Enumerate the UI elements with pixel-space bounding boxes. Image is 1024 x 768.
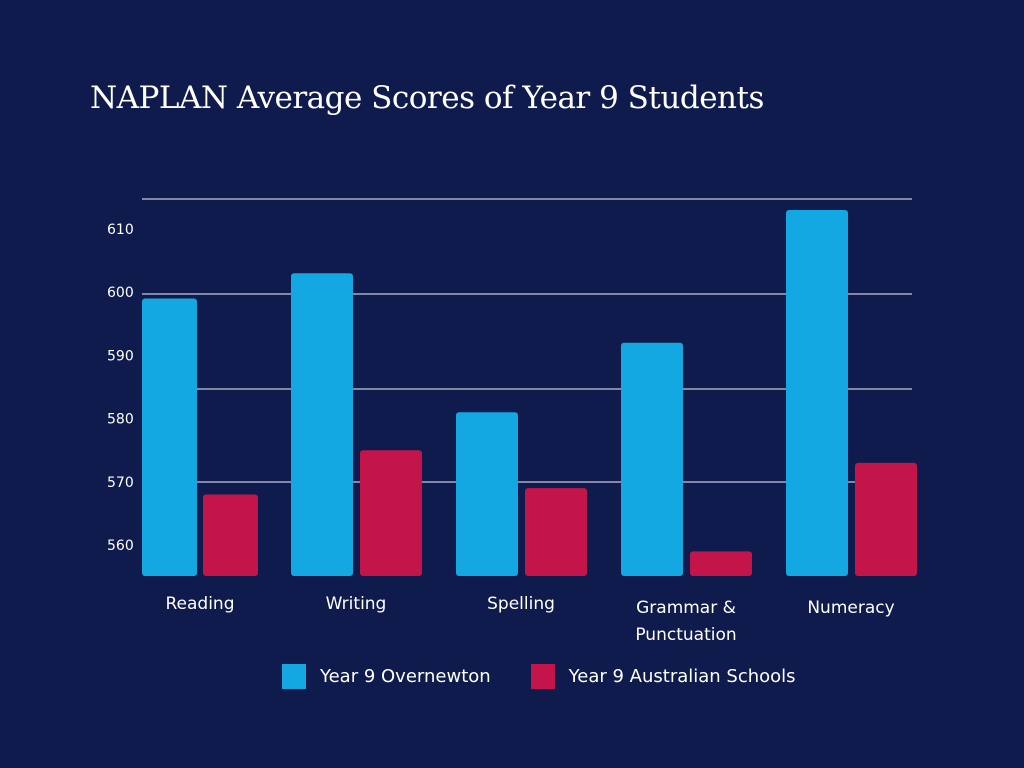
bar-overnewton-reading xyxy=(142,298,197,576)
legend-item-australian-schools: Year 9 Australian Schools xyxy=(530,664,796,689)
chart-title: NAPLAN Average Scores of Year 9 Students xyxy=(90,80,764,116)
y-tick-label: 560 xyxy=(107,538,134,554)
x-tick-label: Numeracy xyxy=(781,595,921,622)
bars xyxy=(142,210,917,577)
bar-australian-schools-reading xyxy=(203,494,258,576)
legend: Year 9 Overnewton Year 9 Australian Scho… xyxy=(282,664,836,689)
legend-label-australian-schools: Year 9 Australian Schools xyxy=(568,666,796,687)
bar-overnewton-writing xyxy=(291,273,353,576)
legend-item-overnewton: Year 9 Overnewton xyxy=(282,664,491,689)
bar-australian-schools-numeracy xyxy=(855,462,917,576)
bar-australian-schools-spelling xyxy=(525,488,587,576)
x-tick-label-line: Spelling xyxy=(487,594,555,614)
legend-swatch-overnewton xyxy=(282,664,306,689)
x-tick-label-line: Punctuation xyxy=(635,625,737,645)
bar-australian-schools-writing xyxy=(360,450,422,576)
x-tick-label-line: Writing xyxy=(325,594,387,614)
bar-overnewton-numeracy xyxy=(786,210,848,577)
y-tick-label: 580 xyxy=(107,412,134,428)
x-tick-label: Reading xyxy=(130,591,270,618)
y-tick-label: 570 xyxy=(107,475,134,491)
y-axis-ticks: 610 600 590 580 570 560 xyxy=(107,222,134,554)
legend-label-overnewton: Year 9 Overnewton xyxy=(320,666,491,687)
y-tick-label: 600 xyxy=(107,285,134,301)
x-tick-label: Grammar & Punctuation xyxy=(616,595,756,649)
x-tick-label: Spelling xyxy=(451,591,591,618)
bar-australian-schools-grammar-punctuation xyxy=(690,551,752,576)
y-tick-label: 610 xyxy=(107,222,134,238)
gridlines xyxy=(142,198,912,483)
y-tick-label: 590 xyxy=(107,348,134,364)
bar-overnewton-spelling xyxy=(456,412,518,576)
x-tick-label-line: Grammar & xyxy=(636,598,736,618)
bar-overnewton-grammar-punctuation xyxy=(621,342,683,576)
x-tick-label: Writing xyxy=(286,591,426,618)
legend-swatch-australian-schools xyxy=(530,664,555,689)
x-tick-label-line: Reading xyxy=(165,594,235,614)
x-tick-label-line: Numeracy xyxy=(807,598,895,618)
